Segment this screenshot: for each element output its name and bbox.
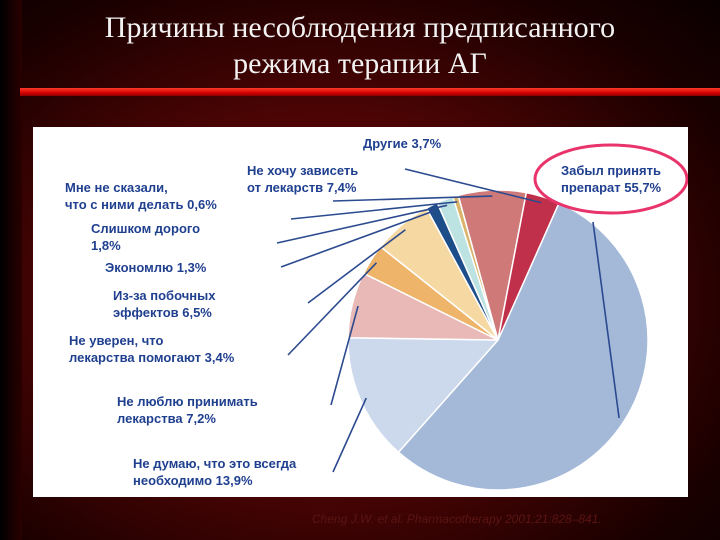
label-side-effects: Из-за побочных эффектов 6,5% [113,288,216,320]
pie-slice-1 [347,336,500,454]
slide-title: Причины несоблюдения предписанного режим… [40,10,680,82]
leader-line-4 [307,229,406,304]
title-line-1: Причины несоблюдения предписанного [104,11,616,44]
leader-line-3 [287,262,378,356]
label-too-expensive: Слишком дорого 1,8% [91,221,201,253]
label-dislike-taking: Не люблю принимать лекарства 7,2% [117,394,258,426]
chart-panel: Забыл принять препарат 55,7% Не думаю, чт… [33,127,688,497]
leader-line-6 [276,204,448,244]
title-line-2: режима терапии АГ [233,47,487,80]
label-not-want-depend: Не хочу зависеть от лекарств 7,4% [247,163,359,195]
label-not-told: Мне не сказали, что с ними делать 0,6% [65,180,217,212]
label-other: Другие 3,7% [363,136,442,151]
leader-line-7 [290,201,458,220]
leader-line-9 [404,168,542,204]
label-not-sure-helps: Не уверен, что лекарства помогают 3,4% [69,333,235,365]
highlight-circle [533,143,688,215]
leader-line-5 [280,210,435,268]
leader-line-1 [332,397,367,473]
citation: Cheng J.W. et al. Pharmacotherapy 2001;2… [312,512,602,526]
pie-chart [276,143,688,491]
label-saving-money: Экономлю 1,3% [105,260,207,275]
leader-line-8 [332,195,493,202]
left-dark-band [0,0,22,540]
label-forgot: Забыл принять препарат 55,7% [561,163,662,195]
pie-slice-0 [397,201,649,491]
leader-line-2 [330,305,359,406]
label-not-necessary: Не думаю, что это всегда необходимо 13,9% [133,456,297,488]
leader-line-0 [592,221,620,419]
title-divider [20,88,720,96]
